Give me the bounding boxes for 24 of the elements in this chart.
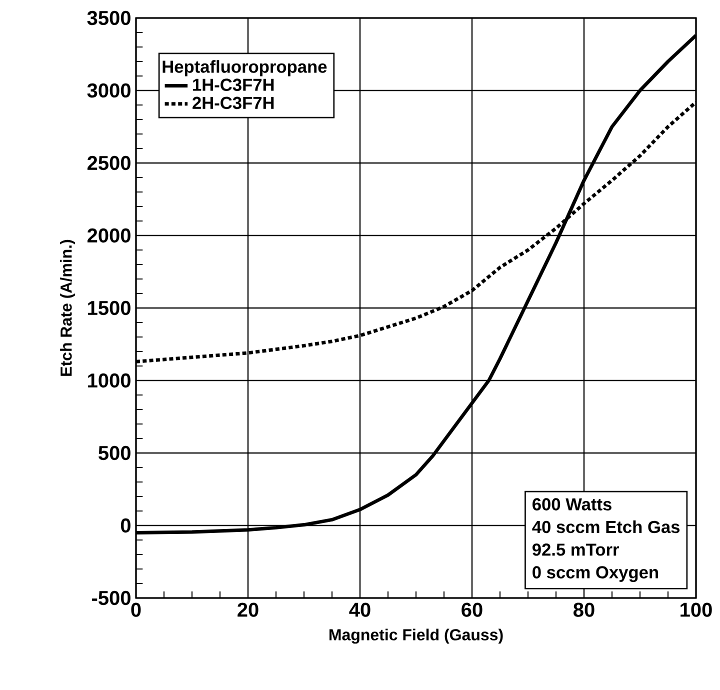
- y-tick-label: 2000: [87, 228, 130, 243]
- annotation: 40 sccm Etch Gas: [532, 520, 680, 534]
- x-tick-label: 0: [131, 602, 141, 617]
- x-tick-label: 100: [680, 602, 712, 617]
- annotation: 0 sccm Oxygen: [532, 566, 658, 582]
- y-tick-label: 0: [120, 518, 130, 533]
- x-tick-label: 20: [238, 602, 258, 617]
- y-tick-label: 1000: [88, 373, 130, 388]
- x-tick-label: 40: [349, 602, 370, 617]
- x-axis-title: Magnetic Field (Gauss): [330, 628, 503, 644]
- annotation: 600 Watts: [532, 498, 612, 510]
- x-tick-label: 60: [462, 602, 482, 617]
- y-tick-label: 3000: [87, 83, 130, 98]
- y-tick-label: 1500: [88, 300, 130, 316]
- y-axis-title: Etch Rate (A/min.): [60, 240, 75, 376]
- legend-title: Heptafluoropropane: [162, 60, 327, 76]
- y-tick-label: 2500: [87, 156, 130, 170]
- y-tick-label: 3500: [87, 10, 130, 26]
- legend-label: 1H-C3F7H: [193, 78, 274, 91]
- annotation: 92.5 mTorr: [532, 544, 619, 556]
- legend-label: 2H-C3F7H: [192, 96, 274, 110]
- x-tick-label: 80: [574, 602, 594, 617]
- y-tick-label: 500: [98, 446, 130, 460]
- y-tick-label: -500: [92, 590, 130, 606]
